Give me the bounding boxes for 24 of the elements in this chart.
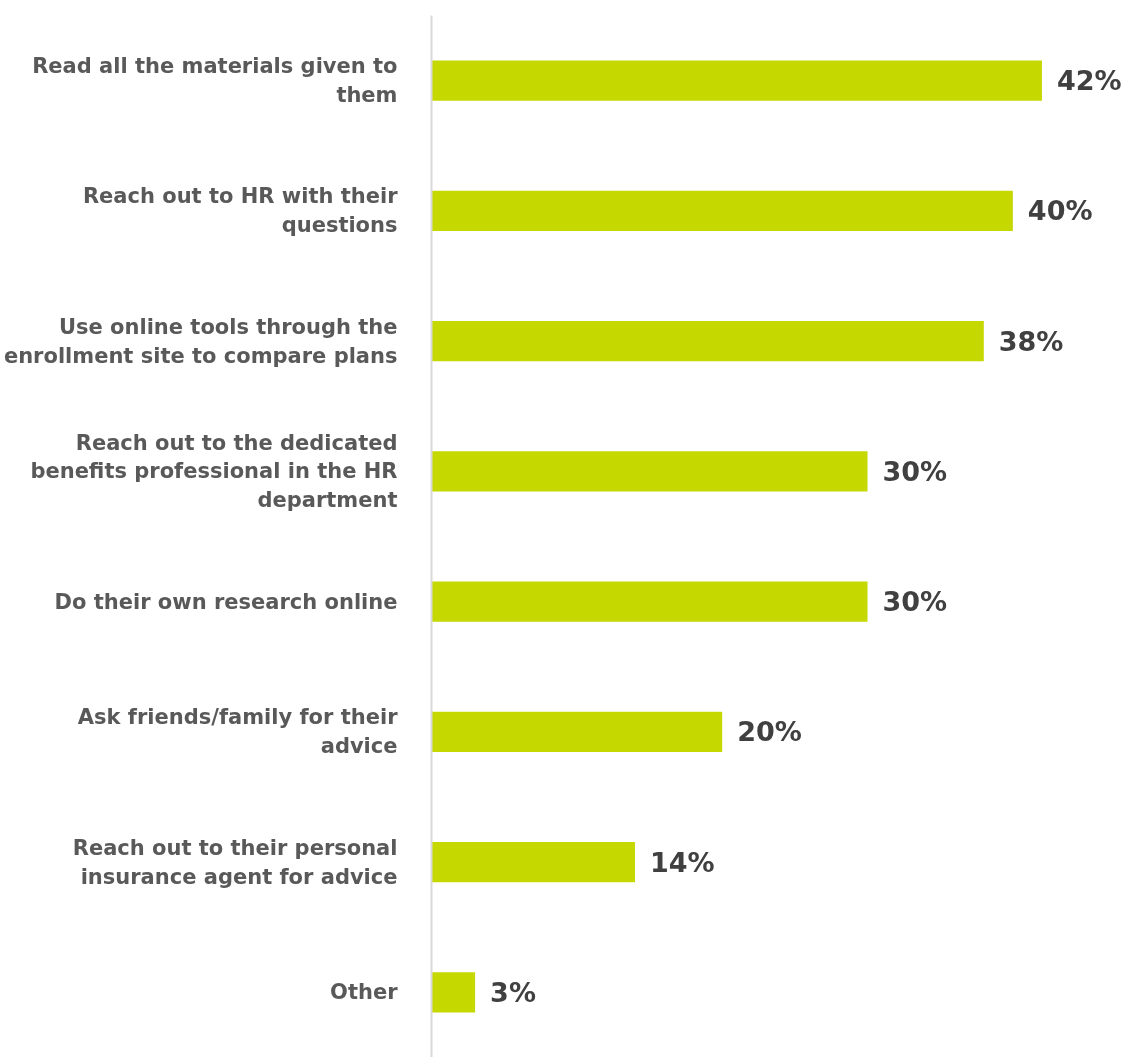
y-tick-label: Use online tools through the enrollment site to compare plans (3, 314, 398, 368)
y-tick-label: Other (330, 980, 399, 1005)
data-label: 20% (737, 716, 802, 748)
data-label: 14% (649, 846, 715, 878)
y-tick-label: Ask friends/family for their advice (77, 705, 399, 759)
bar (431, 581, 868, 622)
data-label: 30% (882, 455, 948, 487)
bar (431, 190, 1013, 232)
bar (431, 711, 723, 753)
data-label: 40% (1027, 195, 1093, 227)
data-label: 42% (1056, 65, 1122, 97)
data-label: 30% (882, 586, 948, 618)
data-label: 3% (490, 976, 536, 1008)
bar (431, 451, 868, 492)
data-label: 38% (998, 325, 1064, 357)
bar (431, 320, 984, 362)
bar (431, 972, 476, 1013)
y-tick-label: Reach out to the dedicated benefits professional in the HR department (30, 430, 398, 513)
y-tick-label: Read all the materials given to them (32, 54, 398, 108)
y-tick-label: Reach out to HR with their questions (82, 184, 399, 238)
y-tick-label: Reach out to their personal insurance agent for advice (72, 835, 398, 889)
bar (431, 841, 635, 883)
y-tick-label: Do their own research online (54, 589, 398, 614)
bar (431, 60, 1042, 101)
